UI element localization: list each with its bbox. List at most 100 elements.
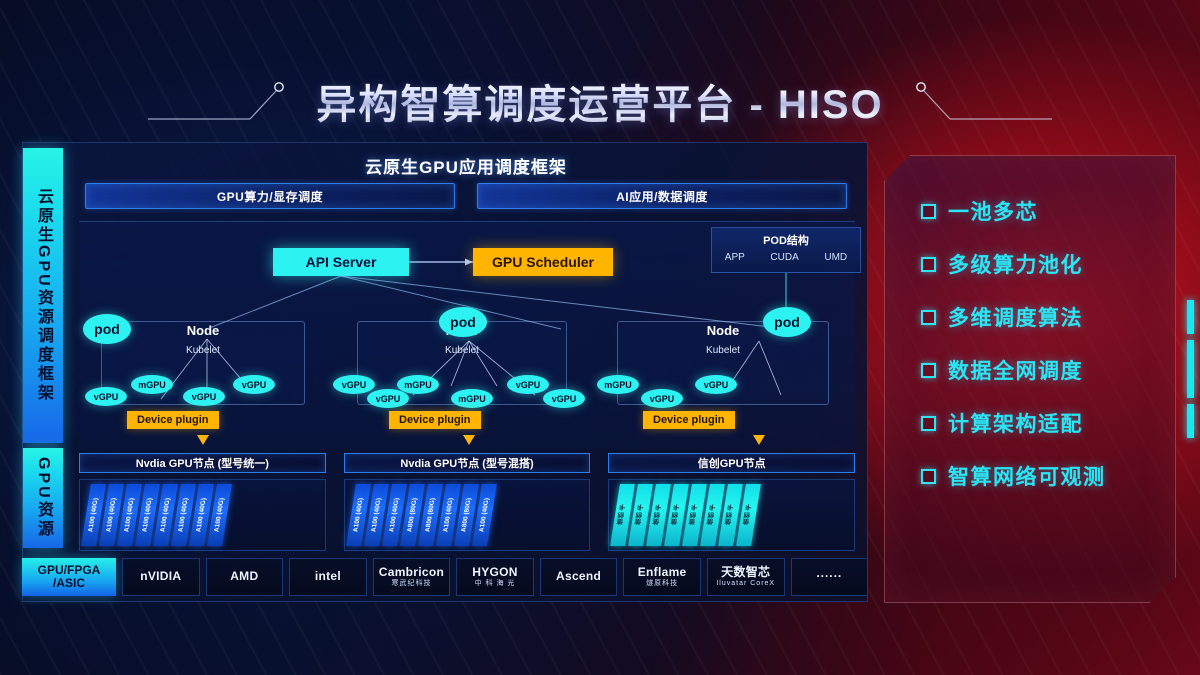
gpu-node-header-xinchuang[interactable]: 信创GPU节点 bbox=[608, 453, 856, 473]
checkbox-icon bbox=[921, 310, 936, 325]
vgpu-node[interactable]: vGPU bbox=[233, 375, 275, 394]
gpu-bay: A100 (40G) A100 (40G) A100 (40G) A800 (80G)… bbox=[343, 479, 591, 551]
vgpu-node[interactable]: vGPU bbox=[507, 375, 549, 394]
vendor-subtitle: 寒武纪科技 bbox=[391, 579, 432, 587]
gpu-node-header-row: Nvdia GPU节点 (型号统一) Nvdia GPU节点 (型号混搭) 信创… bbox=[79, 453, 856, 473]
title-left-line-icon bbox=[148, 82, 285, 120]
feature-item[interactable]: 多维调度算法 bbox=[921, 302, 1161, 332]
gpu-card-label: 信创 卡 bbox=[617, 504, 628, 526]
capability-pill-row: GPU算力/显存调度 AI应用/数据调度 bbox=[85, 183, 847, 209]
pod-node[interactable]: pod bbox=[763, 307, 811, 337]
accent-bar-2 bbox=[1187, 340, 1194, 398]
feature-label: 计算架构适配 bbox=[948, 413, 1083, 436]
gpu-card-label: 信创 卡 bbox=[725, 504, 736, 526]
page-title: 异构智算调度运营平台 - HISO bbox=[298, 72, 901, 130]
title-bar: 异构智算调度运营平台 - HISO bbox=[0, 72, 1200, 130]
gpu-card-label: A800 (80G) bbox=[405, 498, 419, 532]
vendor-logo-iluvatar[interactable]: 天数智芯 Iluvatar CoreX bbox=[706, 558, 785, 596]
device-plugin-button[interactable]: Device plugin bbox=[389, 411, 481, 429]
vendor-logo-enflame[interactable]: Enflame 燧原科技 bbox=[623, 558, 701, 596]
gpu-node-header-nvidia-mixed[interactable]: Nvdia GPU节点 (型号混搭) bbox=[343, 453, 591, 473]
vgpu-node[interactable]: vGPU bbox=[183, 387, 225, 406]
title-right-line-icon bbox=[915, 82, 1052, 120]
mgpu-node[interactable]: mGPU bbox=[451, 389, 493, 408]
vendor-items: nVIDIA AMD intel Cambricon 寒武纪科技 HYGON 中 科 海 光… bbox=[122, 558, 869, 596]
checkbox-icon bbox=[921, 363, 936, 378]
gpu-card-label: 信创 卡 bbox=[671, 504, 682, 526]
vgpu-node[interactable]: vGPU bbox=[367, 389, 409, 408]
gpu-card-label: A100 (40G) bbox=[441, 498, 455, 532]
kubelet-label: Kubelet bbox=[706, 345, 740, 356]
checkbox-icon bbox=[921, 257, 936, 272]
vgpu-node[interactable]: vGPU bbox=[641, 389, 683, 408]
vendor-name: Enflame bbox=[637, 565, 687, 580]
feature-label: 多级算力池化 bbox=[948, 254, 1083, 277]
pill-ai-data[interactable]: AI应用/数据调度 bbox=[477, 183, 847, 209]
architecture-panel: 云原生GPU资源调度框架 GPU资源 云原生GPU应用调度框架 GPU算力/显存… bbox=[22, 142, 868, 602]
gpu-card-label: A100 (40G) bbox=[477, 498, 491, 532]
node-group-2: Node Kubelet pod vGPU mGPU vGPU mGPU vGP… bbox=[333, 303, 585, 429]
feature-label: 智算网络可观测 bbox=[948, 466, 1106, 489]
accent-bar-3 bbox=[1187, 404, 1194, 438]
mgpu-node[interactable]: mGPU bbox=[131, 375, 173, 394]
vgpu-node[interactable]: vGPU bbox=[695, 375, 737, 394]
vendor-name: ······ bbox=[816, 569, 843, 584]
checkbox-icon bbox=[921, 204, 936, 219]
mgpu-node[interactable]: mGPU bbox=[597, 375, 639, 394]
gpu-card-label: A100 (40G) bbox=[87, 498, 100, 532]
vendor-logo-cambricon[interactable]: Cambricon 寒武纪科技 bbox=[372, 558, 451, 596]
gpu-card-label: A100 (40G) bbox=[195, 498, 208, 532]
title-left-decoration bbox=[148, 81, 298, 121]
vendor-subtitle: 燧原科技 bbox=[646, 579, 679, 587]
pod-structure-item-umd: UMD bbox=[824, 252, 848, 263]
pod-structure-box: POD结构 APP CUDA UMD bbox=[711, 227, 861, 273]
pod-structure-item-cuda: CUDA bbox=[770, 252, 799, 263]
vendor-logo-more[interactable]: ······ bbox=[790, 558, 869, 596]
vendor-logo-nvidia[interactable]: nVIDIA bbox=[122, 558, 200, 596]
accent-bar-1 bbox=[1187, 300, 1194, 334]
title-right-decoration bbox=[902, 81, 1052, 121]
pod-structure-items: APP CUDA UMD bbox=[712, 252, 860, 263]
vgpu-node[interactable]: vGPU bbox=[85, 387, 127, 406]
gpu-resource-section: Nvdia GPU节点 (型号统一) Nvdia GPU节点 (型号混搭) 信创… bbox=[79, 453, 856, 558]
pod-structure-title: POD结构 bbox=[763, 235, 809, 247]
vendor-logo-intel[interactable]: intel bbox=[289, 558, 367, 596]
vendor-logo-hygon[interactable]: HYGON 中 科 海 光 bbox=[456, 558, 534, 596]
gpu-card-label: A100 (40G) bbox=[105, 498, 118, 532]
vendor-name: Ascend bbox=[556, 569, 602, 584]
feature-list: 一池多芯多级算力池化 多维调度算法数据全网调度计算架构适配 智算网络可观测 bbox=[921, 196, 1161, 491]
vendor-category-line1: GPU/FPGA bbox=[37, 563, 101, 578]
gpu-scheduler-node[interactable]: GPU Scheduler bbox=[473, 248, 613, 276]
vgpu-node[interactable]: vGPU bbox=[333, 375, 375, 394]
gpu-card-label: A100 (40G) bbox=[387, 498, 401, 532]
feature-item[interactable]: 一池多芯 bbox=[921, 196, 1161, 226]
vendor-name: Cambricon bbox=[378, 565, 445, 580]
gpu-node-header-nvidia-uniform[interactable]: Nvdia GPU节点 (型号统一) bbox=[79, 453, 326, 473]
api-server-node[interactable]: API Server bbox=[273, 248, 409, 276]
vgpu-node[interactable]: vGPU bbox=[543, 389, 585, 408]
gpu-card-label: A100 (40G) bbox=[159, 498, 172, 532]
node-group-3: Node Kubelet pod mGPU vGPU vGPU Device p… bbox=[597, 303, 847, 429]
feature-label: 多维调度算法 bbox=[948, 307, 1083, 330]
feature-item[interactable]: 计算架构适配 bbox=[921, 408, 1161, 438]
sidebar-item-gpu-resources[interactable]: GPU资源 bbox=[23, 448, 63, 548]
gpu-card-label: A100 (40G) bbox=[141, 498, 154, 532]
pod-node[interactable]: pod bbox=[439, 307, 487, 337]
vendor-category-line2: /ASIC bbox=[52, 576, 85, 590]
device-plugin-button[interactable]: Device plugin bbox=[643, 411, 735, 429]
vendor-subtitle: Iluvatar CoreX bbox=[716, 579, 776, 587]
pod-node[interactable]: pod bbox=[83, 314, 131, 344]
vendor-subtitle: 中 科 海 光 bbox=[474, 579, 516, 587]
feature-item[interactable]: 多级算力池化 bbox=[921, 249, 1161, 279]
sidebar-item-framework[interactable]: 云原生GPU资源调度框架 bbox=[23, 148, 63, 443]
vendor-logo-row: GPU/FPGA /ASIC nVIDIA AMD intel Cambricon 寒武… bbox=[22, 558, 869, 596]
gpu-bay: 信创 卡信创 卡信创 卡信创 卡信创 卡信创 卡信创 卡信创 卡 bbox=[608, 479, 856, 551]
vendor-logo-ascend[interactable]: Ascend bbox=[539, 558, 618, 596]
pill-gpu-compute[interactable]: GPU算力/显存调度 bbox=[85, 183, 455, 209]
vendor-name: HYGON bbox=[472, 565, 518, 580]
feature-item[interactable]: 智算网络可观测 bbox=[921, 461, 1161, 491]
vendor-logo-amd[interactable]: AMD bbox=[205, 558, 284, 596]
device-plugin-button[interactable]: Device plugin bbox=[127, 411, 219, 429]
feature-item[interactable]: 数据全网调度 bbox=[921, 355, 1161, 385]
gpu-card-label: 信创 卡 bbox=[689, 504, 700, 526]
